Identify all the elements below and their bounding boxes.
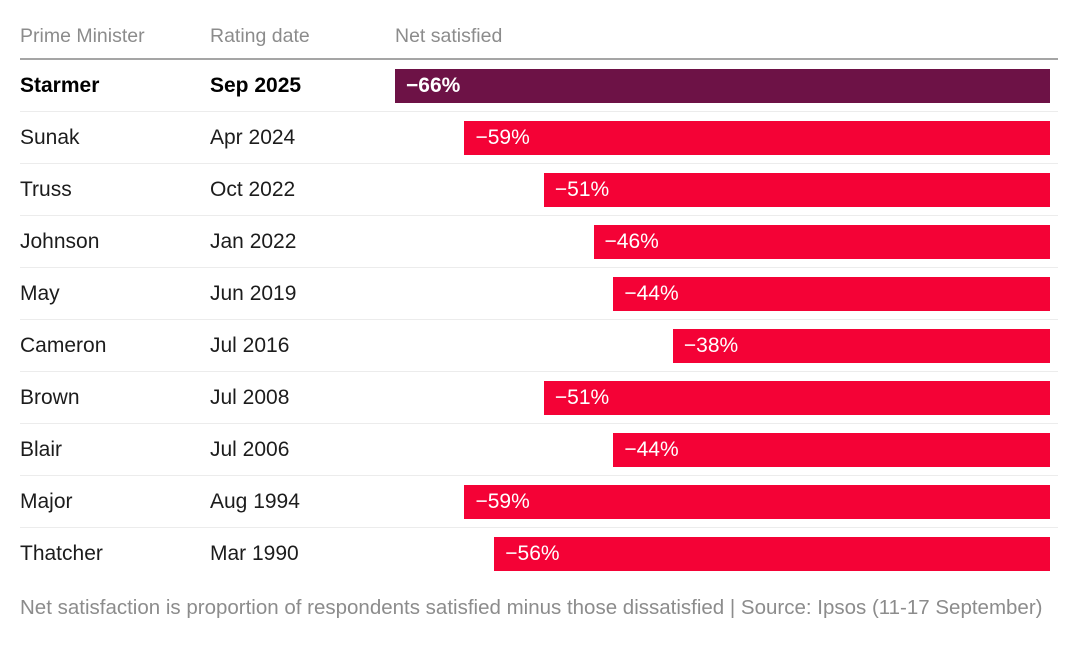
- bar-cell: −38%: [395, 328, 1058, 363]
- chart-footnote: Net satisfaction is proportion of respon…: [20, 596, 1043, 619]
- pm-name: Major: [20, 489, 73, 513]
- rating-date: Jul 2016: [210, 333, 290, 357]
- bar-cell: −56%: [395, 537, 1058, 571]
- net-satisfied-bar: −51%: [543, 380, 1050, 415]
- bar-value-label: −66%: [406, 73, 461, 97]
- table-row: Blair Jul 2006 −44%: [20, 424, 1058, 476]
- net-satisfied-bar: −38%: [672, 328, 1050, 363]
- rating-date: Jul 2008: [210, 385, 290, 409]
- bar-value-label: −59%: [475, 489, 530, 513]
- table-header-row: Prime Minister Rating date Net satisfied: [20, 14, 1058, 60]
- net-satisfied-bar: −44%: [613, 276, 1050, 311]
- rating-date: Mar 1990: [210, 542, 299, 565]
- bar-cell: −44%: [395, 432, 1058, 467]
- pm-name: Sunak: [20, 125, 80, 149]
- pm-name: Truss: [20, 177, 72, 201]
- bar-cell: −51%: [395, 172, 1058, 207]
- bar-value-label: −59%: [475, 125, 530, 149]
- bar-value-label: −44%: [624, 281, 679, 305]
- table-row: Sunak Apr 2024 −59%: [20, 112, 1058, 164]
- table-row: Major Aug 1994 −59%: [20, 476, 1058, 528]
- rating-date: Sep 2025: [210, 73, 302, 97]
- table-row: Johnson Jan 2022 −46%: [20, 216, 1058, 268]
- bar-value-label: −56%: [505, 542, 560, 565]
- rating-date: Jun 2019: [210, 281, 297, 305]
- rating-date: Jul 2006: [210, 437, 290, 461]
- pm-name: Cameron: [20, 333, 107, 357]
- bar-cell: −44%: [395, 276, 1058, 311]
- table-row: Brown Jul 2008 −51%: [20, 372, 1058, 424]
- pm-name: Starmer: [20, 73, 100, 97]
- bar-value-label: −51%: [554, 177, 610, 201]
- bar-cell: −51%: [395, 380, 1058, 415]
- net-satisfied-bar: −51%: [543, 172, 1050, 207]
- column-header-prime-minister: Prime Minister: [20, 24, 145, 47]
- net-satisfied-bar: −59%: [464, 484, 1050, 519]
- column-header-rating-date: Rating date: [210, 24, 310, 47]
- bar-value-label: −38%: [683, 333, 739, 357]
- table-row: Cameron Jul 2016 −38%: [20, 320, 1058, 372]
- pm-name: Brown: [20, 385, 80, 409]
- pm-name: Blair: [20, 437, 63, 461]
- net-satisfied-bar: −59%: [464, 120, 1050, 155]
- column-header-net-satisfied: Net satisfied: [395, 24, 503, 47]
- bar-cell: −46%: [395, 224, 1058, 259]
- bar-value-label: −44%: [624, 437, 679, 461]
- rating-date: Jan 2022: [210, 229, 297, 253]
- bar-cell: −66%: [395, 68, 1058, 103]
- rating-date: Apr 2024: [210, 125, 296, 149]
- table-row: May Jun 2019 −44%: [20, 268, 1058, 320]
- bar-cell: −59%: [395, 120, 1058, 155]
- bar-value-label: −46%: [604, 229, 659, 253]
- table-row: Truss Oct 2022 −51%: [20, 164, 1058, 216]
- table-row: Starmer Sep 2025 −66%: [20, 60, 1058, 112]
- net-satisfied-bar: −66%: [395, 68, 1050, 103]
- pm-name: May: [20, 281, 60, 305]
- rating-date: Aug 1994: [210, 489, 300, 513]
- pm-satisfaction-chart: Prime Minister Rating date Net satisfied…: [20, 14, 1058, 619]
- net-satisfied-bar: −56%: [494, 537, 1050, 571]
- pm-name: Thatcher: [20, 542, 103, 565]
- table-row: Thatcher Mar 1990 −56%: [20, 528, 1058, 580]
- bar-value-label: −51%: [554, 385, 610, 409]
- net-satisfied-bar: −46%: [593, 224, 1050, 259]
- pm-name: Johnson: [20, 229, 100, 253]
- net-satisfied-bar: −44%: [613, 432, 1050, 467]
- rating-date: Oct 2022: [210, 177, 296, 201]
- table-rows-container: Starmer Sep 2025 −66% Sunak Apr 2024 −59…: [20, 60, 1058, 580]
- bar-cell: −59%: [395, 484, 1058, 519]
